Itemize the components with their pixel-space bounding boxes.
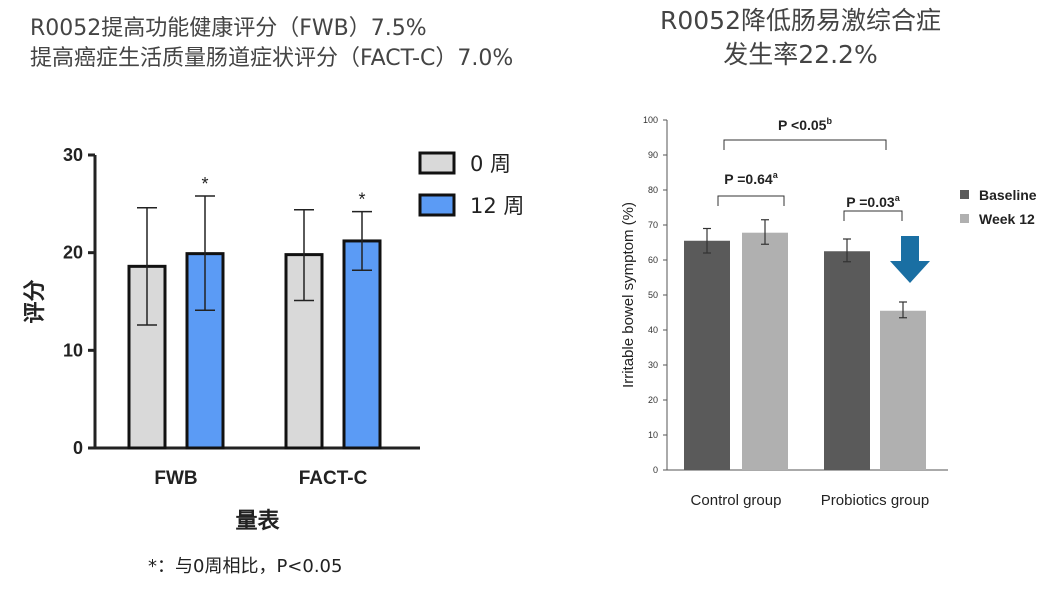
right-title: R0052降低肠易激综合症 发生率22.2% bbox=[660, 4, 941, 72]
legend-label: 0 周 bbox=[470, 152, 511, 176]
y-tick-label: 0 bbox=[73, 438, 83, 458]
right-title-line2: 发生率22.2% bbox=[723, 40, 878, 69]
y-axis-title: Irritable bowel symptom (%) bbox=[620, 202, 637, 388]
p-value-label: P <0.05b bbox=[778, 116, 832, 133]
legend-swatch-week12 bbox=[960, 214, 969, 223]
right-title-line1: R0052降低肠易激综合症 bbox=[660, 6, 941, 35]
p-value-superscript: a bbox=[773, 170, 779, 180]
significance-bracket: P <0.05b bbox=[723, 116, 887, 150]
p-value-label: P =0.03a bbox=[846, 193, 900, 210]
y-tick-label: 30 bbox=[63, 145, 83, 165]
bar-baseline-probiotics bbox=[824, 251, 870, 470]
legend-swatch-week0 bbox=[418, 151, 456, 175]
down-arrow-icon bbox=[890, 236, 930, 283]
y-tick-label: 80 bbox=[648, 185, 658, 195]
y-tick-label: 10 bbox=[648, 430, 658, 440]
p-value-superscript: b bbox=[826, 116, 832, 126]
y-tick-label: 60 bbox=[648, 255, 658, 265]
y-tick-label: 90 bbox=[648, 150, 658, 160]
x-axis-title: 量表 bbox=[235, 509, 280, 534]
y-tick-label: 50 bbox=[648, 290, 658, 300]
significance-mark: * bbox=[201, 174, 208, 194]
legend-swatch-baseline bbox=[960, 190, 969, 199]
left-title-line2: 提高癌症生活质量肠道症状评分（FACT-C）7.0% bbox=[30, 46, 514, 71]
legend-label: Week 12 bbox=[979, 211, 1035, 227]
legend-swatch-week12 bbox=[418, 193, 456, 217]
y-tick-label: 100 bbox=[643, 115, 658, 125]
bracket-line bbox=[717, 195, 785, 206]
y-tick-label: 20 bbox=[63, 243, 83, 263]
x-category-label: FACT-C bbox=[299, 468, 368, 489]
bar-baseline-control bbox=[684, 240, 730, 470]
x-category-label: Control group bbox=[691, 492, 782, 509]
y-tick-label: 20 bbox=[648, 395, 658, 405]
y-tick-label: 70 bbox=[648, 220, 658, 230]
x-category-label: Probiotics group bbox=[821, 492, 929, 509]
y-tick-label: 10 bbox=[63, 340, 83, 360]
significance-bracket: P =0.64a bbox=[717, 170, 785, 206]
p-value-text: P <0.05 bbox=[778, 117, 827, 133]
bar-week12-control bbox=[742, 232, 788, 470]
bar-week12-fact-c bbox=[342, 239, 382, 450]
y-tick-label: 0 bbox=[653, 465, 658, 475]
bar-week12-probiotics bbox=[880, 310, 926, 470]
bracket-line bbox=[723, 139, 887, 150]
p-value-superscript: a bbox=[895, 193, 901, 203]
p-value-text: P =0.64 bbox=[724, 171, 773, 187]
significance-mark: * bbox=[358, 190, 365, 210]
y-tick-label: 40 bbox=[648, 325, 658, 335]
footnote: *：与0周相比，P<0.05 bbox=[148, 556, 343, 577]
p-value-label: P =0.64a bbox=[724, 170, 778, 187]
bracket-line bbox=[843, 210, 903, 221]
y-tick-label: 30 bbox=[648, 360, 658, 370]
legend-label: 12 周 bbox=[470, 194, 524, 218]
left-title: R0052提高功能健康评分（FWB）7.5% 提高癌症生活质量肠道症状评分（FA… bbox=[30, 14, 513, 74]
y-axis-title: 评分 bbox=[23, 279, 48, 323]
x-category-label: FWB bbox=[154, 468, 197, 489]
legend-label: Baseline bbox=[979, 187, 1037, 203]
ibs-bar-chart: 0 10 20 30 40 50 60 70 80 90 100 Control group Probi… bbox=[620, 115, 1037, 509]
score-bar-chart: 0 10 20 30 * FWB * FACT-C 量表 评分 0 周 12 周 bbox=[23, 145, 524, 534]
significance-bracket: P =0.03a bbox=[843, 193, 903, 221]
left-title-line1: R0052提高功能健康评分（FWB）7.5% bbox=[30, 16, 427, 41]
p-value-text: P =0.03 bbox=[846, 194, 895, 210]
